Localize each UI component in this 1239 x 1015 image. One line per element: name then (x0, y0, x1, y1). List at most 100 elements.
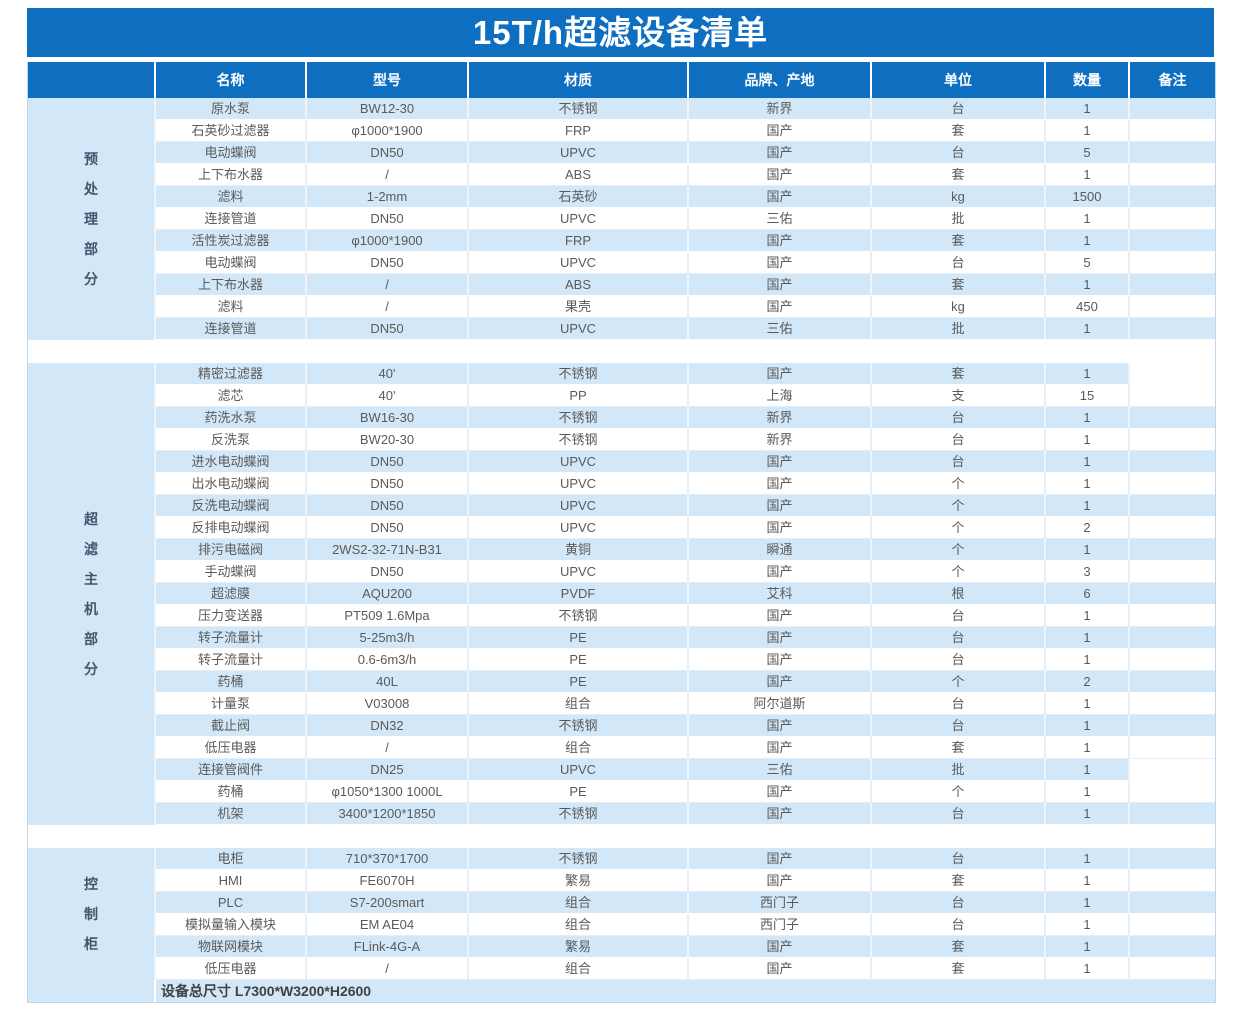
cell: 上下布水器 (156, 164, 307, 186)
cell: 1 (1046, 715, 1130, 737)
cell: PP (469, 385, 689, 407)
table-row: 活性炭过滤器 φ1000*1900 FRP 国产套 1 (28, 230, 1215, 252)
cell (1130, 164, 1215, 186)
cell: 根 (872, 583, 1046, 605)
cell: 台 (872, 407, 1046, 429)
cell: 台 (872, 803, 1046, 825)
table-row: 低压电器 / 组合 国产套 1 (28, 958, 1215, 980)
table-row: 手动蝶阀 DN50 UPVC 国产个 3 (28, 561, 1215, 583)
cell: 超滤膜 (156, 583, 307, 605)
table-row: 电动蝶阀 DN50 UPVC 国产台 5 (28, 252, 1215, 274)
cell: 1 (1046, 737, 1130, 759)
cell: 不锈钢 (469, 803, 689, 825)
cell: UPVC (469, 759, 689, 781)
cell: 上下布水器 (156, 274, 307, 296)
cell: 西门子 (689, 892, 872, 914)
cell: 台 (872, 451, 1046, 473)
cell (1130, 473, 1215, 495)
table-row: 滤料 / 果壳 国产 kg 450 (28, 296, 1215, 318)
cell: 1 (1046, 936, 1130, 958)
cell: 滤料 (156, 186, 307, 208)
table-row: 控 制 柜电柜 710*370*1700 不锈钢 国产台 1 (28, 848, 1215, 980)
cell: 个 (872, 473, 1046, 495)
category-column-header (28, 62, 156, 98)
spacer-cell (28, 825, 1215, 848)
cell: 1 (1046, 208, 1130, 230)
cell: 不锈钢 (469, 429, 689, 451)
cell: 国产 (689, 142, 872, 164)
cell: 15 (1046, 385, 1130, 407)
cell: FRP (469, 230, 689, 252)
cell: UPVC (469, 208, 689, 230)
cell: 三佑 (689, 759, 872, 781)
cell: 套 (872, 120, 1046, 142)
cell (1130, 363, 1215, 385)
column-header-0: 名称 (156, 62, 307, 98)
cell: 1 (1046, 164, 1130, 186)
cell: / (307, 296, 469, 318)
cell: 1 (1046, 120, 1130, 142)
cell: 不锈钢 (469, 715, 689, 737)
table-row: 上下布水器 / ABS 国产套 1 (28, 164, 1215, 186)
cell: 1 (1046, 848, 1130, 870)
cell (1130, 848, 1215, 870)
cell: V03008 (307, 693, 469, 715)
table-row: 反洗电动蝶阀 DN50 UPVC 国产个 1 (28, 495, 1215, 517)
cell: 模拟量输入模块 (156, 914, 307, 936)
cell: HMI (156, 870, 307, 892)
cell: 0.6-6m3/h (307, 649, 469, 671)
cell (1130, 230, 1215, 252)
cell: 个 (872, 539, 1046, 561)
footer-row: 设备总尺寸 L7300*W3200*H2600 (28, 980, 1215, 1002)
cell: PE (469, 649, 689, 671)
cell: DN50 (307, 451, 469, 473)
cell: ABS (469, 274, 689, 296)
cell: UPVC (469, 495, 689, 517)
cell (1130, 539, 1215, 561)
section-category-label: 超 滤 主 机 部 分 (28, 363, 156, 825)
cell: 1 (1046, 605, 1130, 627)
table-row: 转子流量计 5-25m3/h PE 国产台 1 (28, 627, 1215, 649)
cell: / (307, 958, 469, 980)
cell: 套 (872, 274, 1046, 296)
cell: φ1000*1900 (307, 230, 469, 252)
cell: 2 (1046, 517, 1130, 539)
table-row: 预 处 理 部 分原水泵 BW12-30 不锈钢 新界台 1 (28, 98, 1215, 340)
cell: 组合 (469, 693, 689, 715)
section-1: 超 滤 主 机 部 分精密过滤器 40' 不锈钢 国产套 1 滤芯 40' PP 上海支 15 药洗… (28, 363, 1215, 825)
cell: 台 (872, 892, 1046, 914)
cell: 电柜 (156, 848, 307, 870)
cell: 活性炭过滤器 (156, 230, 307, 252)
cell: 新界 (689, 407, 872, 429)
cell: 反洗泵 (156, 429, 307, 451)
cell: 精密过滤器 (156, 363, 307, 385)
cell: 连接管道 (156, 208, 307, 230)
cell: 电动蝶阀 (156, 252, 307, 274)
cell: 5-25m3/h (307, 627, 469, 649)
cell (1130, 892, 1215, 914)
cell: 1 (1046, 892, 1130, 914)
cell: DN50 (307, 495, 469, 517)
title-bar: 15T/h超滤设备清单 (27, 8, 1214, 57)
cell: 台 (872, 848, 1046, 870)
cell: DN32 (307, 715, 469, 737)
page-title: 15T/h超滤设备清单 (472, 14, 769, 51)
cell (1130, 296, 1215, 318)
cell: 国产 (689, 495, 872, 517)
cell: 手动蝶阀 (156, 561, 307, 583)
cell (1130, 142, 1215, 164)
cell: 台 (872, 627, 1046, 649)
table-row: 排污电磁阀 2WS2-32-71N-B31 黄铜 瞬通个 1 (28, 539, 1215, 561)
cell: 40L (307, 671, 469, 693)
cell: 套 (872, 164, 1046, 186)
cell: 国产 (689, 605, 872, 627)
cell (1130, 451, 1215, 473)
cell: 进水电动蝶阀 (156, 451, 307, 473)
cell (1130, 958, 1215, 980)
cell: 不锈钢 (469, 848, 689, 870)
cell (1130, 781, 1215, 803)
cell: 石英砂过滤器 (156, 120, 307, 142)
cell: 机架 (156, 803, 307, 825)
cell: / (307, 274, 469, 296)
cell: 1 (1046, 230, 1130, 252)
